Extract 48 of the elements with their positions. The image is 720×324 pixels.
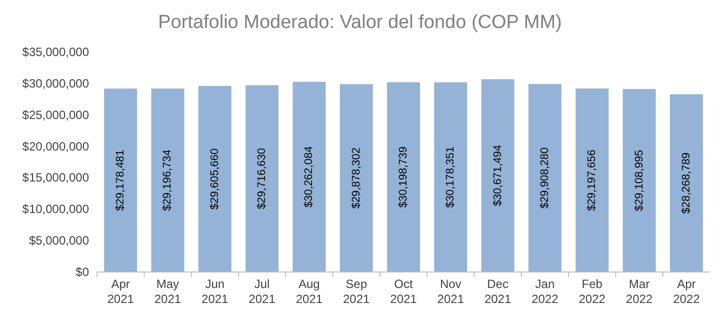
data-label: $29,908,280 [538, 147, 551, 209]
bar [528, 84, 562, 272]
x-tick-label: Aug 2021 [296, 277, 323, 306]
bar [622, 89, 656, 272]
data-label: $30,671,494 [492, 145, 504, 206]
bar [246, 85, 279, 272]
x-tick-label: Jan 2022 [532, 277, 559, 306]
data-label: $29,197,656 [586, 150, 598, 211]
bar [434, 82, 468, 272]
y-tick-label: $20,000,000 [22, 139, 90, 154]
bar [670, 94, 703, 272]
y-tick-label: $15,000,000 [22, 170, 90, 185]
y-tick-label: $5,000,000 [28, 234, 90, 248]
data-label: $28,268,789 [680, 152, 692, 214]
chart-title: Portafolio Moderado: Valor del fondo (COP MM) [158, 12, 562, 33]
data-label: $29,178,481 [114, 150, 127, 211]
x-tick-label: Apr 2022 [673, 277, 700, 306]
bar [386, 82, 420, 272]
x-tick-label: Nov 2021 [437, 277, 464, 306]
x-tick-label: Feb 2022 [578, 277, 606, 306]
bar [198, 86, 232, 272]
bar [292, 82, 326, 272]
bar [576, 88, 609, 272]
y-tick-label: $25,000,000 [22, 108, 90, 122]
data-label: $29,108,995 [633, 150, 646, 212]
data-label: $29,605,660 [208, 148, 221, 210]
x-tick-label: Jul 2021 [248, 277, 276, 306]
data-label: $30,178,351 [444, 146, 457, 208]
data-label: $29,878,302 [350, 148, 362, 209]
x-tick-label: Jun 2021 [202, 277, 229, 306]
bar [104, 88, 138, 272]
x-tick-label: Sep 2021 [342, 277, 370, 306]
bar [481, 79, 514, 272]
y-tick-label: $35,000,000 [22, 45, 90, 59]
x-tick-label: Mar 2022 [626, 277, 653, 306]
x-tick-label: Apr 2021 [107, 277, 134, 306]
data-label: $29,716,630 [256, 148, 268, 210]
data-label: $30,262,084 [303, 146, 316, 208]
bar [340, 84, 373, 272]
data-label: $29,196,734 [162, 150, 174, 211]
x-tick-label: Dec 2021 [484, 277, 512, 306]
data-label: $30,198,739 [398, 146, 410, 208]
y-tick-label: $0 [76, 265, 90, 279]
y-tick-label: $10,000,000 [22, 202, 90, 216]
x-tick-label: May 2021 [154, 277, 182, 306]
y-tick-label: $30,000,000 [22, 76, 90, 90]
bar [151, 88, 184, 272]
x-tick-label: Oct 2021 [390, 277, 418, 306]
